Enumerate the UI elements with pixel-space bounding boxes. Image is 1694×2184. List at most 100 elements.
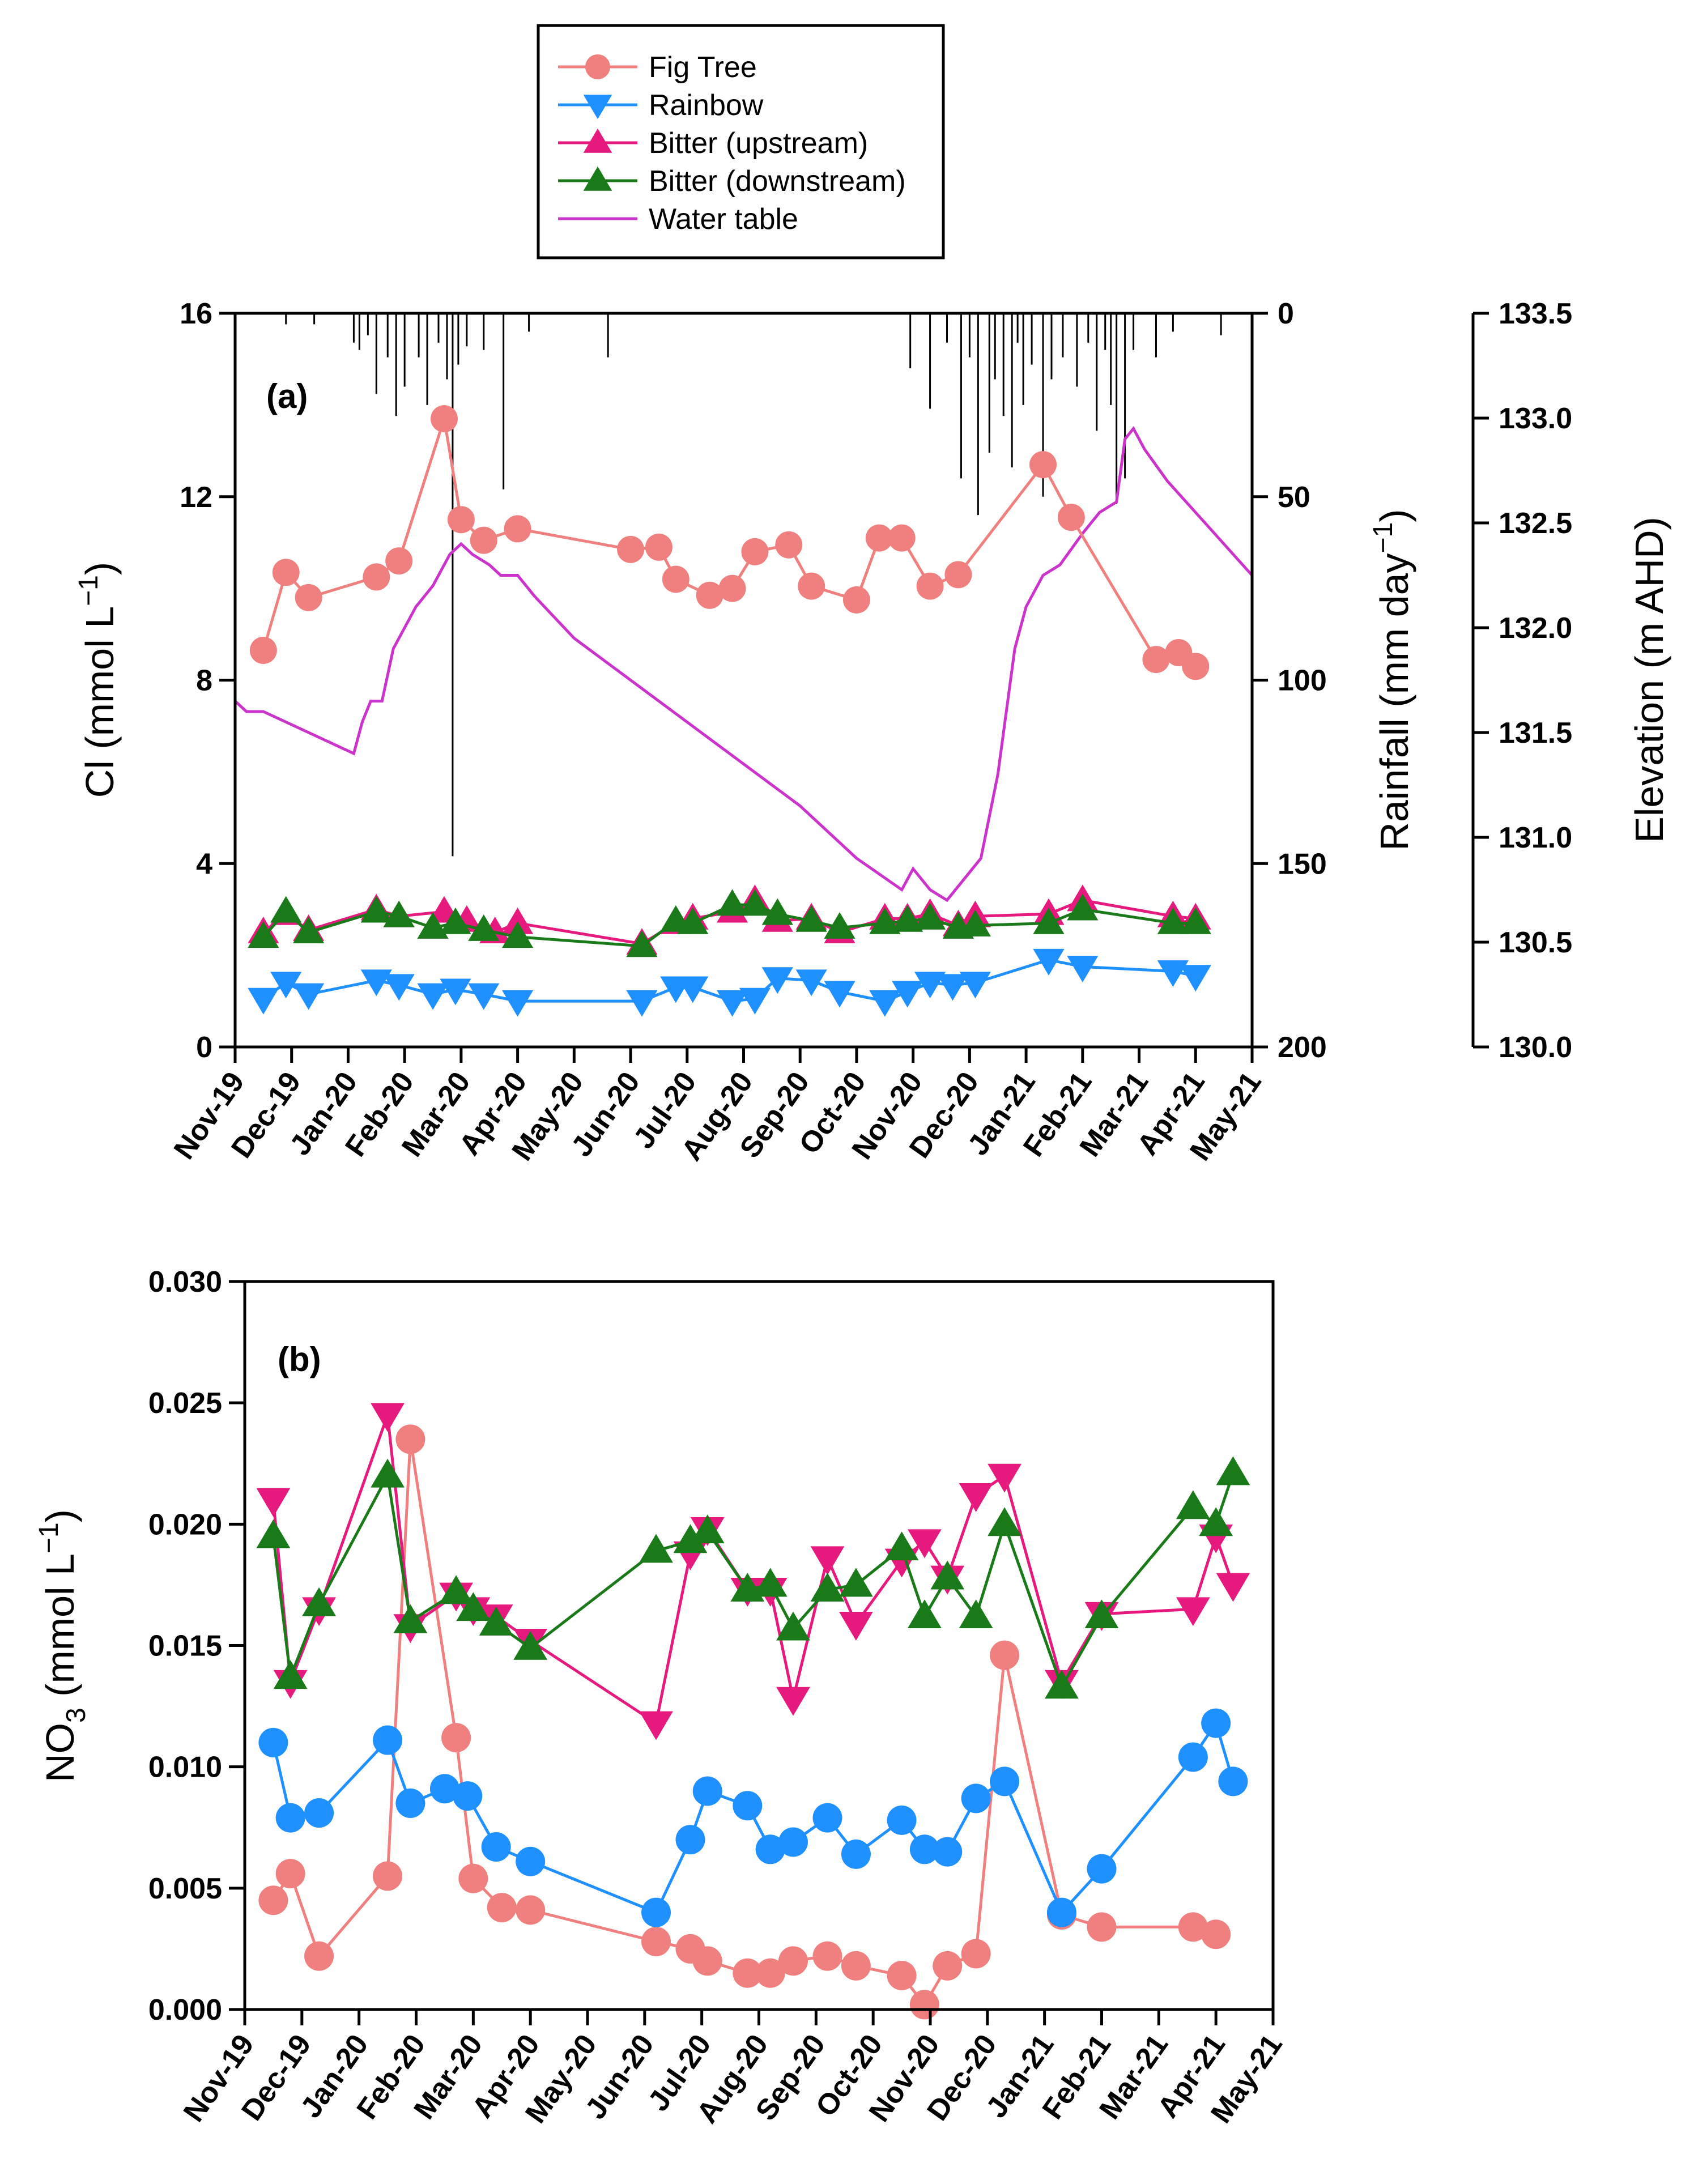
y3-tick-label: 130.0 [1499,1031,1572,1064]
data-point [662,565,689,593]
data-point [692,1946,722,1976]
data-point [645,533,673,561]
data-point [293,983,325,1010]
data-point [798,572,825,600]
data-point [1216,1456,1250,1485]
y3-tick-label: 130.5 [1499,926,1572,959]
data-point [961,1783,991,1813]
data-point [1045,1670,1079,1699]
data-point [930,1560,965,1590]
data-point [417,983,449,1010]
y3-tick-label: 132.0 [1499,612,1572,645]
data-point [716,889,748,916]
data-point [1033,907,1065,934]
data-point [293,917,325,943]
data-point [892,981,923,1008]
data-point [639,1711,673,1740]
panel-b-series [256,1403,1250,2020]
data-point [1178,1742,1208,1772]
data-point [914,902,946,930]
data-point [677,976,709,1003]
data-point [516,1895,546,1925]
series-fig-tree [258,1424,1231,2020]
data-point [249,636,277,664]
data-point [417,912,449,939]
data-point [1201,1708,1231,1738]
data-point [626,930,658,957]
data-point [839,1612,873,1641]
data-point [988,1507,1021,1536]
data-point [395,1788,425,1818]
data-point [270,972,302,999]
y-tick-label: 0.030 [148,1266,222,1299]
data-point [908,1599,942,1629]
data-point [775,531,803,559]
data-point [733,1958,763,1988]
data-point [1178,1912,1208,1942]
data-point [795,969,827,997]
data-point [1067,893,1099,921]
data-point [371,1403,405,1432]
data-point [795,905,827,932]
data-point [1180,907,1211,934]
data-point [755,1958,785,1988]
data-point [716,990,748,1017]
data-point [470,526,497,554]
data-point [810,1546,845,1576]
data-point [1218,1766,1248,1796]
data-point [690,1514,725,1544]
data-point [302,1587,336,1616]
data-point [673,1524,708,1553]
data-point [909,1990,939,2020]
data-point [888,524,916,552]
data-point [753,1568,788,1597]
data-point [395,1424,425,1454]
data-point [1087,1854,1117,1884]
y2-tick-label: 150 [1278,848,1327,880]
series-bitter-downstream- [256,1456,1250,1699]
data-point [961,1939,991,1969]
data-point [869,990,901,1017]
data-point [439,1575,473,1604]
panel-b-tag: (b) [278,1340,321,1378]
data-point [481,1832,511,1862]
data-point [692,1776,722,1806]
legend-label: Rainbow [649,89,764,122]
data-point [516,1846,546,1876]
data-point [733,1791,763,1821]
data-point [360,896,392,923]
y2-tick-label: 200 [1278,1031,1327,1064]
data-point [1199,1507,1233,1536]
data-point [373,1861,403,1891]
data-point [502,921,534,948]
data-point [824,912,855,939]
data-point [429,1774,459,1804]
data-point [258,1727,288,1757]
data-point [248,921,279,948]
y-tick-label: 0.010 [148,1751,222,1784]
data-point [761,898,793,925]
data-point [824,981,855,1008]
data-point [959,1483,993,1512]
data-point [761,967,793,994]
data-point [295,584,322,611]
series-rainbow [258,1708,1248,1927]
data-point [914,972,946,999]
data-point [1033,948,1065,976]
legend-item: Bitter (upstream) [558,127,868,160]
data-point [741,538,769,565]
y2-tick-label: 100 [1278,665,1327,697]
data-point [256,1519,291,1548]
legend-marker [583,128,612,153]
data-point [440,907,471,934]
data-point [892,905,923,932]
legend-marker [583,166,612,191]
data-point [270,896,302,923]
data-point [1157,907,1189,934]
data-point [739,889,771,916]
panel-a-ylabel: Cl (mmol L−1) [74,562,122,798]
legend-item: Water table [558,203,798,236]
series-fig-tree [249,405,1210,680]
legend-marker [583,95,612,120]
